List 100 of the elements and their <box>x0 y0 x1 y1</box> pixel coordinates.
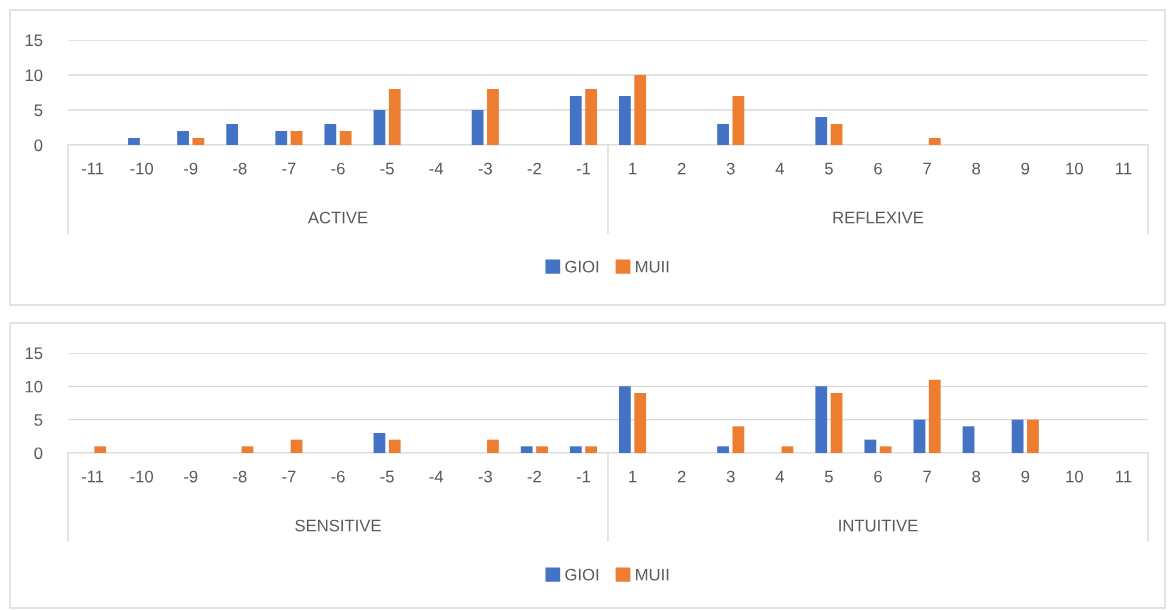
y-tick-label: 10 <box>25 69 43 82</box>
bar <box>226 124 239 145</box>
x-tick-label: 9 <box>1021 470 1030 483</box>
bar <box>781 446 794 453</box>
y-tick-label: 15 <box>25 347 43 360</box>
x-tick-label: -3 <box>478 162 492 175</box>
bar <box>94 446 107 453</box>
bar <box>864 439 877 453</box>
bar <box>128 138 140 145</box>
x-tick-label: -6 <box>331 470 345 483</box>
legend-label: GIOI <box>565 260 599 273</box>
bar <box>177 131 189 145</box>
legend-label: MUII <box>636 568 669 581</box>
x-tick-label: -7 <box>282 162 296 175</box>
bar <box>1027 419 1039 453</box>
text: REFLEXIVE <box>833 211 924 224</box>
x-tick-label: 2 <box>677 470 686 483</box>
x-tick-label: 8 <box>972 162 981 175</box>
x-tick-label: 6 <box>874 162 882 175</box>
bar <box>339 131 352 145</box>
bar <box>388 89 401 145</box>
bar <box>619 96 631 145</box>
x-tick-label: -10 <box>130 470 154 483</box>
x-tick-label: 10 <box>1066 470 1083 483</box>
x-tick-label: 10 <box>1066 162 1083 175</box>
bar <box>815 386 828 453</box>
y-tick-label: 10 <box>25 380 43 393</box>
bar <box>585 446 597 453</box>
bar <box>520 446 533 453</box>
x-tick-label: -11 <box>81 162 104 175</box>
bar <box>619 386 631 453</box>
x-tick-label: -1 <box>576 470 591 483</box>
text: SENSITIVE <box>295 519 381 532</box>
bar <box>634 75 647 145</box>
y-tick-label: 0 <box>34 139 43 152</box>
y-tick-label: 0 <box>34 447 43 460</box>
x-tick-label: 5 <box>824 470 833 483</box>
x-tick-label: 3 <box>726 162 735 175</box>
y-tick-label: 5 <box>34 104 43 117</box>
text: INTUITIVE <box>839 519 918 532</box>
x-tick-label: -11 <box>81 470 104 483</box>
bar <box>487 439 499 453</box>
x-tick-label: 7 <box>923 162 931 175</box>
x-tick-label: -9 <box>184 470 198 483</box>
bar <box>928 379 941 453</box>
legend-label: MUII <box>636 260 669 273</box>
bar <box>373 433 386 453</box>
bar <box>290 439 303 453</box>
bar <box>373 110 386 145</box>
x-tick-label: 1 <box>629 470 637 483</box>
x-tick-label: 4 <box>775 162 784 175</box>
bar <box>717 124 729 145</box>
bar <box>962 426 975 453</box>
legend-label: GIOI <box>565 568 599 581</box>
x-tick-label: 7 <box>923 470 931 483</box>
y-tick-label: 15 <box>25 34 43 47</box>
x-tick-label: -2 <box>527 470 541 483</box>
x-tick-label: -10 <box>130 162 154 175</box>
bar <box>913 419 926 453</box>
x-tick-label: 5 <box>824 162 833 175</box>
y-tick-label: 5 <box>34 414 43 426</box>
x-tick-label: 1 <box>629 162 637 175</box>
x-tick-label: 6 <box>874 470 882 483</box>
bar <box>275 131 288 145</box>
bar <box>388 439 401 453</box>
x-tick-label: 9 <box>1021 162 1030 175</box>
bar <box>732 426 745 453</box>
bar <box>536 446 548 453</box>
x-tick-label: 11 <box>1116 470 1132 483</box>
x-tick-label: -8 <box>233 162 247 175</box>
x-tick-label: -9 <box>184 162 198 175</box>
x-tick-label: -8 <box>233 470 247 483</box>
x-tick-label: 8 <box>972 470 981 483</box>
bar <box>241 446 254 453</box>
bar <box>732 96 745 145</box>
bar <box>324 124 337 145</box>
bar <box>471 110 484 145</box>
bar <box>879 446 892 453</box>
bar <box>830 393 843 453</box>
x-tick-label: -4 <box>429 470 444 483</box>
bar <box>634 393 647 453</box>
bar <box>569 446 582 453</box>
x-tick-label: 11 <box>1116 162 1132 175</box>
text: ACTIVE <box>307 211 368 224</box>
bar <box>487 89 499 145</box>
bar <box>830 124 843 145</box>
x-tick-label: -5 <box>380 470 394 483</box>
bar <box>569 96 582 145</box>
x-tick-label: 4 <box>775 470 784 483</box>
bar <box>192 138 205 145</box>
x-tick-label: -5 <box>380 162 394 175</box>
bar <box>815 117 828 145</box>
bar <box>585 89 597 145</box>
bar <box>1011 419 1024 453</box>
bar <box>717 446 729 453</box>
x-tick-label: 3 <box>726 470 735 483</box>
x-tick-label: -4 <box>429 162 444 175</box>
x-tick-label: -6 <box>331 162 345 175</box>
x-tick-label: 2 <box>677 162 686 175</box>
x-tick-label: -7 <box>282 470 296 483</box>
